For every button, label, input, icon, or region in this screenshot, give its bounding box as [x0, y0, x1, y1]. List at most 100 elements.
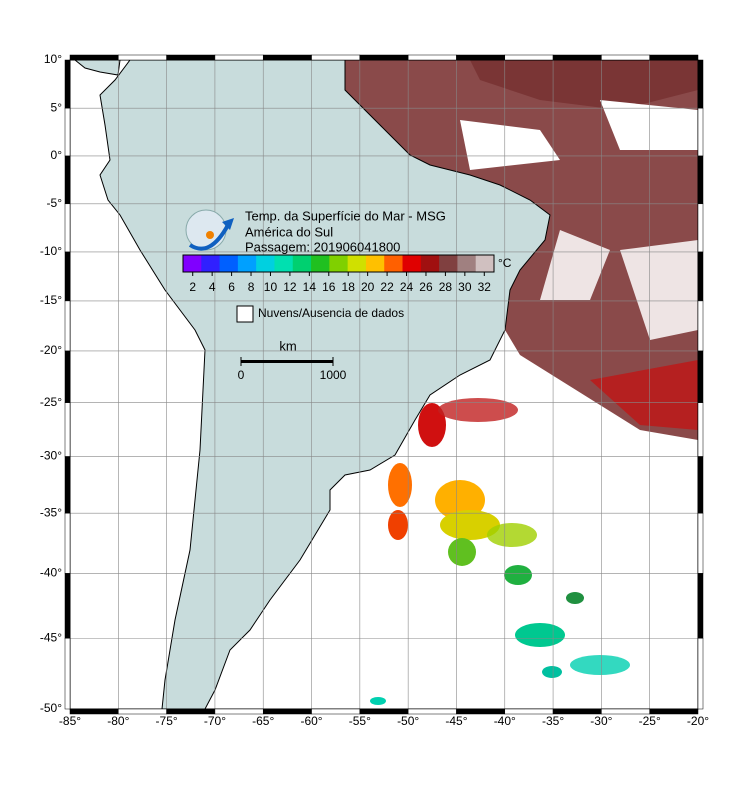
colorbar-swatch	[183, 255, 202, 272]
frame-segment	[311, 54, 361, 61]
cloud-patch	[460, 120, 560, 170]
scale-line	[241, 360, 333, 363]
y-tick-label: -5°	[47, 196, 63, 210]
sst-patch	[448, 538, 476, 566]
y-tick-label: 0°	[51, 148, 63, 162]
colorbar-swatch	[292, 255, 312, 272]
x-tick-label: -20°	[687, 714, 709, 728]
frame-segment	[262, 54, 312, 61]
frame-segment	[697, 456, 704, 514]
y-tick-label: -40°	[40, 566, 62, 580]
x-tick-label: -35°	[542, 714, 564, 728]
logo-arrowhead	[222, 218, 234, 230]
colorbar-tick-label: 10	[264, 280, 278, 294]
colorbar-tick-label: 6	[228, 280, 235, 294]
frame-segment	[552, 54, 602, 61]
colorbar-swatch	[402, 255, 422, 272]
x-tick-label: -55°	[349, 714, 371, 728]
frame-segment	[64, 107, 71, 157]
x-tick-label: -65°	[252, 714, 274, 728]
sst-patch	[515, 623, 565, 647]
frame-segment	[601, 54, 650, 61]
x-tick-label: -50°	[397, 714, 419, 728]
x-tick-label: -70°	[204, 714, 226, 728]
colorbar-border	[182, 254, 495, 273]
legend-label: Nuvens/Ausencia de dados	[258, 306, 404, 320]
colorbar-tick-label: 8	[248, 280, 255, 294]
colorbar-swatch	[329, 255, 349, 272]
y-tick-label: -10°	[40, 244, 62, 258]
title-line: Temp. da Superfície do Mar - MSG	[245, 208, 446, 223]
frame-segment	[649, 54, 699, 61]
colorbar-swatch	[256, 255, 275, 272]
cloud-patch	[620, 240, 698, 340]
cloud-patch	[540, 230, 610, 300]
colorbar-tick-label: 12	[283, 280, 297, 294]
colorbar-swatch	[457, 255, 477, 272]
x-tick-label: -85°	[59, 714, 81, 728]
frame-segment	[456, 54, 506, 61]
x-tick-label: -30°	[590, 714, 612, 728]
colorbar-tick-label: 22	[380, 280, 394, 294]
title-line: América do Sul	[245, 224, 333, 239]
y-tick-label: -30°	[40, 449, 62, 463]
frame-segment	[649, 708, 699, 715]
frame-segment	[64, 203, 71, 253]
colorbar-swatch	[201, 255, 221, 272]
scale-label: 0	[238, 368, 245, 382]
sst-patch	[435, 480, 485, 520]
colorbar-swatch	[219, 255, 239, 272]
x-tick-label: -60°	[300, 714, 322, 728]
colorbar-swatch	[237, 255, 257, 272]
sst-patch	[566, 592, 584, 604]
scale-bar: 0 1000	[238, 357, 347, 382]
y-tick-label: -15°	[40, 293, 62, 307]
sst-patch	[570, 655, 630, 675]
frame-segment	[359, 54, 409, 61]
x-tick-label: -25°	[639, 714, 661, 728]
frame-segment	[64, 350, 71, 403]
colorbar-tick-label: 28	[439, 280, 453, 294]
y-tick-label: -45°	[40, 630, 62, 644]
frame-segment	[214, 54, 264, 61]
legend-swatch	[236, 305, 254, 323]
colorbar: 2 4 6 8 10 12 14 16 18 20 22 24 26 28 30 32	[182, 254, 495, 294]
y-tick-label: -25°	[40, 395, 62, 409]
frame-segment	[697, 107, 704, 157]
frame-segment	[504, 54, 554, 61]
frame-segment	[697, 203, 704, 253]
frame-segment	[64, 512, 71, 574]
sst-patch	[370, 697, 386, 705]
y-tick-label: 10°	[44, 52, 62, 66]
frame-segment	[64, 155, 71, 205]
title-line: Passagem: 201906041800	[245, 239, 400, 254]
frame-segment	[697, 59, 704, 109]
logo	[185, 209, 234, 251]
frame-segment	[407, 54, 457, 61]
frame-segment	[697, 512, 704, 574]
sst-patch	[418, 403, 446, 447]
sst-patch	[438, 398, 518, 422]
x-tick-label: -40°	[494, 714, 516, 728]
frame-segment	[118, 54, 167, 61]
colorbar-tick-label: 2	[189, 280, 196, 294]
frame-segment	[64, 59, 71, 109]
frame-segment	[697, 402, 704, 457]
colorbar-tick-label: 24	[400, 280, 414, 294]
sst-patch	[388, 463, 412, 507]
scale-label: 1000	[320, 368, 347, 382]
colorbar-tick-label: 30	[458, 280, 472, 294]
colorbar-swatch	[365, 255, 385, 272]
sst-patch	[504, 565, 532, 585]
colorbar-unit: °C	[498, 256, 512, 270]
y-tick-label: 5°	[51, 100, 63, 114]
y-tick-label: -20°	[40, 343, 62, 357]
warm-sst	[330, 60, 698, 440]
sst-patch	[542, 666, 562, 678]
colorbar-tick-label: 14	[303, 280, 317, 294]
colorbar-swatch	[475, 255, 495, 272]
colorbar-swatch	[274, 255, 294, 272]
frame-segment	[64, 573, 71, 639]
frame-segment	[64, 402, 71, 457]
